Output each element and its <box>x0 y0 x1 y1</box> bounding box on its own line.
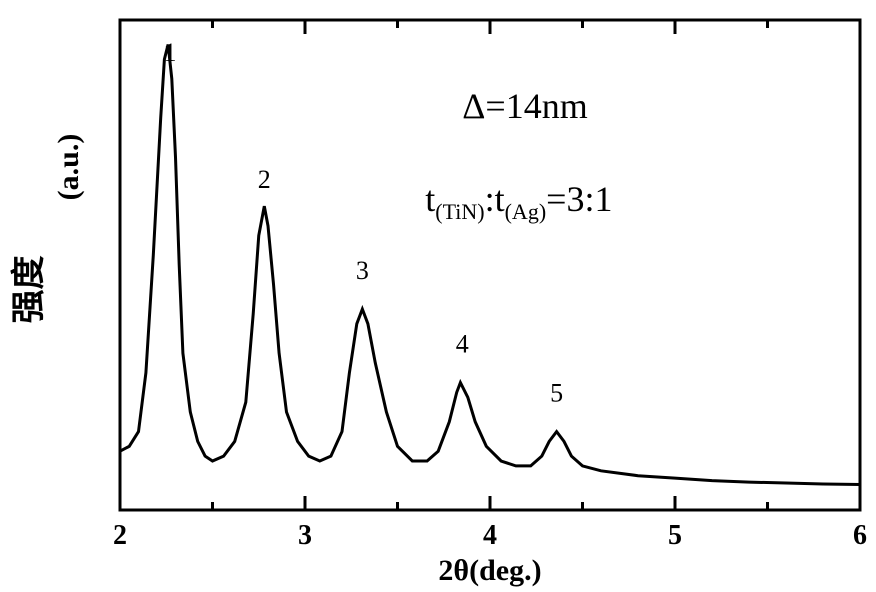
svg-text:(a.u.): (a.u.) <box>52 134 85 201</box>
xrd-chart: 2 3 4 5 6 2θ(deg.) 强度 (a.u.) 1 2 3 4 5 Δ=14nm t(TiN):t… <box>0 0 876 592</box>
svg-text:强度: 强度 <box>10 256 48 324</box>
svg-text:2: 2 <box>113 520 127 551</box>
svg-text:5: 5 <box>550 379 563 408</box>
svg-text:4: 4 <box>456 330 469 359</box>
chart-svg: 2 3 4 5 6 2θ(deg.) 强度 (a.u.) 1 2 3 4 5 Δ=14nm t(TiN):t… <box>0 0 876 592</box>
svg-text:2: 2 <box>258 165 271 194</box>
svg-text:2θ(deg.): 2θ(deg.) <box>438 554 541 587</box>
svg-text:1: 1 <box>163 38 176 67</box>
svg-text:3: 3 <box>298 520 312 551</box>
svg-text:6: 6 <box>853 520 867 551</box>
svg-text:4: 4 <box>483 520 497 551</box>
svg-text:5: 5 <box>668 520 682 551</box>
svg-text:3: 3 <box>356 256 369 285</box>
svg-text:t(TiN):t(Ag)=3:1: t(TiN):t(Ag)=3:1 <box>425 179 612 224</box>
svg-text:Δ=14nm: Δ=14nm <box>462 86 587 126</box>
